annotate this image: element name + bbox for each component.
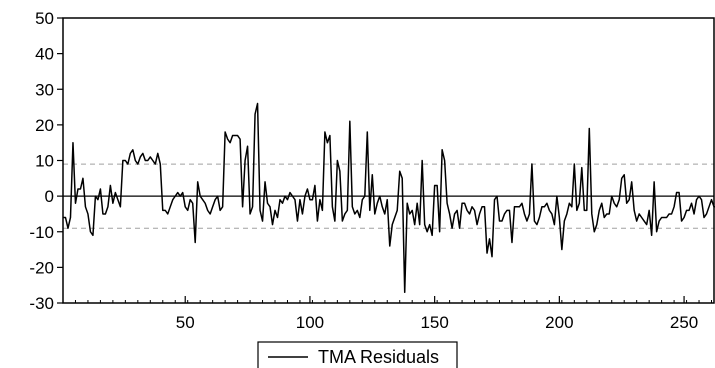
legend-box — [257, 341, 458, 368]
y-tick-label: 30 — [35, 80, 54, 99]
y-tick-label: -10 — [29, 223, 54, 242]
y-tick-label: 50 — [35, 9, 54, 28]
x-tick-label: 250 — [670, 313, 698, 332]
y-tick-label: 10 — [35, 152, 54, 171]
x-axis: 50 100 150 200 250 — [62, 296, 713, 332]
y-tick-label: 40 — [35, 45, 54, 64]
y-tick-label: -30 — [29, 294, 54, 313]
series-line-tma-residuals — [63, 102, 715, 294]
legend: TMA Residuals — [257, 341, 458, 368]
x-tick-label: 50 — [176, 313, 195, 332]
x-tick-label: 200 — [545, 313, 573, 332]
y-tick-label: -20 — [29, 258, 54, 277]
x-tick-label: 100 — [296, 313, 324, 332]
series-layer — [63, 102, 715, 294]
legend-label-tma-residuals: TMA Residuals — [318, 347, 439, 367]
y-tick-label: 0 — [45, 187, 54, 206]
y-tick-label: 20 — [35, 116, 54, 135]
x-tick-label: 150 — [420, 313, 448, 332]
y-axis: -30 -20 -10 0 10 20 30 40 50 — [29, 9, 63, 313]
